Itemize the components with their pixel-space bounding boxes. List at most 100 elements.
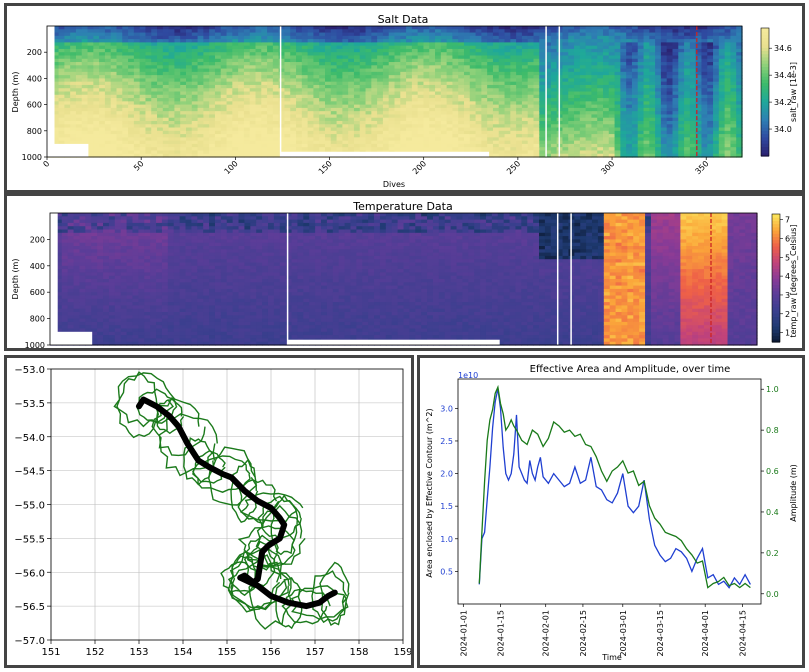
heat-cell bbox=[226, 137, 233, 142]
heat-cell bbox=[168, 147, 176, 152]
heat-cell bbox=[168, 29, 176, 34]
heat-cell bbox=[568, 78, 575, 83]
heat-cell bbox=[186, 124, 193, 129]
heat-cell bbox=[249, 84, 257, 89]
heat-cell bbox=[736, 45, 743, 50]
heat-cell bbox=[336, 134, 343, 138]
heat-cell bbox=[249, 94, 257, 99]
heat-cell bbox=[394, 75, 401, 80]
heat-cell bbox=[325, 117, 332, 122]
heat-cell bbox=[498, 98, 506, 102]
heat-cell bbox=[133, 62, 141, 66]
heat-cell bbox=[718, 124, 726, 129]
heat-cell bbox=[672, 78, 679, 83]
heat-cell bbox=[168, 111, 176, 116]
heat-cell bbox=[104, 32, 112, 37]
heat-cell bbox=[452, 55, 459, 60]
heat-cell bbox=[174, 65, 181, 70]
heat-cell bbox=[301, 84, 309, 89]
heat-cell bbox=[718, 81, 726, 86]
heat-cell bbox=[603, 81, 610, 86]
heat-cell bbox=[713, 153, 720, 158]
heat-cell bbox=[597, 120, 604, 125]
heat-cell bbox=[713, 45, 720, 50]
heat-cell bbox=[371, 68, 378, 73]
heat-cell bbox=[597, 65, 604, 70]
heat-cell bbox=[504, 32, 511, 37]
heat-cell bbox=[174, 104, 181, 109]
heat-cell bbox=[655, 52, 662, 57]
heat-cell bbox=[446, 39, 454, 43]
heat-cell bbox=[435, 62, 442, 66]
heat-cell bbox=[220, 81, 228, 86]
heat-cell bbox=[238, 45, 245, 50]
heat-cell bbox=[510, 81, 517, 86]
heat-cell bbox=[342, 104, 349, 109]
heat-cell bbox=[481, 58, 488, 63]
heat-cell bbox=[487, 104, 494, 109]
heat-cell bbox=[290, 29, 297, 34]
heat-cell bbox=[64, 84, 71, 89]
heat-cell bbox=[110, 120, 118, 125]
heat-cell bbox=[550, 68, 558, 73]
heat-cell bbox=[336, 127, 343, 132]
heat-cell bbox=[307, 140, 315, 145]
heat-cell bbox=[521, 153, 529, 158]
heat-cell bbox=[209, 78, 216, 83]
heat-cell bbox=[180, 140, 187, 145]
heat-cell bbox=[423, 134, 430, 138]
heat-cell bbox=[110, 134, 118, 138]
heat-cell bbox=[521, 29, 529, 34]
heat-cell bbox=[330, 65, 338, 70]
heat-cell bbox=[620, 134, 627, 138]
heat-cell bbox=[52, 29, 60, 34]
heat-cell bbox=[504, 55, 511, 60]
heat-cell bbox=[203, 98, 210, 102]
heat-cell bbox=[718, 140, 726, 145]
heat-cell bbox=[423, 78, 430, 83]
heat-cell bbox=[55, 222, 63, 227]
heat-cell bbox=[730, 111, 737, 116]
heat-cell bbox=[533, 35, 540, 40]
heat-cell bbox=[197, 84, 204, 89]
heat-cell bbox=[238, 120, 245, 125]
heat-cell bbox=[325, 84, 332, 89]
heat-cell bbox=[325, 147, 332, 152]
heat-cell bbox=[730, 88, 737, 93]
heat-cell bbox=[209, 111, 216, 116]
heat-cell bbox=[608, 29, 616, 34]
heat-cell bbox=[261, 107, 268, 112]
heat-cell bbox=[562, 42, 569, 47]
heat-cell bbox=[707, 137, 714, 142]
heat-cell bbox=[342, 143, 349, 148]
heat-cell bbox=[516, 137, 523, 142]
heat-cell bbox=[579, 101, 587, 106]
heat-cell bbox=[209, 29, 216, 34]
heat-cell bbox=[249, 48, 257, 53]
heat-cell bbox=[359, 94, 367, 99]
heat-cell bbox=[435, 143, 442, 148]
heat-cell bbox=[597, 134, 604, 138]
heat-cell bbox=[574, 117, 581, 122]
heat-cell bbox=[724, 48, 732, 53]
heat-cell bbox=[504, 137, 511, 142]
heat-cell bbox=[377, 143, 384, 148]
heat-cell bbox=[319, 52, 326, 57]
heat-cell bbox=[585, 29, 593, 34]
heat-cell bbox=[603, 117, 610, 122]
heat-cell bbox=[58, 39, 65, 43]
heat-cell bbox=[371, 124, 378, 129]
heat-cell bbox=[597, 114, 604, 119]
heat-cell bbox=[197, 75, 204, 80]
heat-cell bbox=[533, 101, 540, 106]
heat-cell bbox=[435, 137, 442, 142]
heat-cell bbox=[539, 153, 546, 158]
heat-cell bbox=[400, 101, 407, 106]
heat-cell bbox=[377, 26, 384, 30]
heat-cell bbox=[724, 55, 732, 60]
heat-cell bbox=[180, 29, 187, 34]
heat-cell bbox=[446, 81, 454, 86]
heat-cell bbox=[128, 140, 135, 145]
heat-cell bbox=[464, 62, 471, 66]
heat-cell bbox=[452, 137, 459, 142]
